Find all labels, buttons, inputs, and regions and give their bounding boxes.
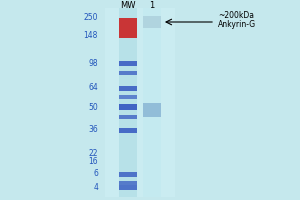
Text: 6: 6 bbox=[93, 170, 98, 178]
Text: 22: 22 bbox=[88, 148, 98, 158]
Text: 50: 50 bbox=[88, 102, 98, 112]
Text: ~200kDa: ~200kDa bbox=[218, 11, 254, 20]
Bar bbox=[119, 95, 137, 99]
Bar bbox=[119, 128, 137, 132]
Text: Ankyrin-G: Ankyrin-G bbox=[218, 20, 256, 29]
Text: 64: 64 bbox=[88, 84, 98, 92]
Bar bbox=[119, 18, 137, 38]
Bar bbox=[119, 71, 137, 75]
Bar bbox=[143, 16, 161, 28]
Text: MW: MW bbox=[120, 0, 136, 9]
Text: 1: 1 bbox=[149, 0, 154, 9]
Bar bbox=[119, 8, 137, 197]
Bar bbox=[119, 60, 137, 66]
Bar bbox=[119, 171, 137, 176]
Bar bbox=[119, 181, 137, 185]
Text: 98: 98 bbox=[88, 58, 98, 68]
Text: 250: 250 bbox=[83, 14, 98, 22]
Bar bbox=[143, 8, 161, 197]
Bar bbox=[119, 115, 137, 119]
Bar bbox=[105, 8, 175, 197]
Bar bbox=[119, 86, 137, 90]
Text: 36: 36 bbox=[88, 126, 98, 134]
Bar bbox=[143, 103, 161, 117]
Bar bbox=[119, 104, 137, 110]
Text: 148: 148 bbox=[84, 30, 98, 40]
Text: 16: 16 bbox=[88, 158, 98, 166]
Bar bbox=[119, 184, 137, 190]
Text: 4: 4 bbox=[93, 182, 98, 192]
